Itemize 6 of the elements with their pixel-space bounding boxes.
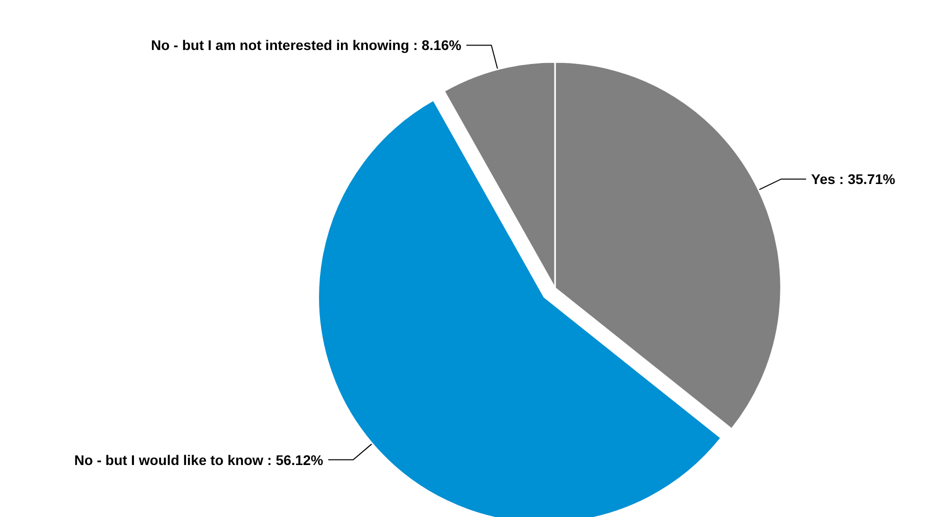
slice-label: No - but I am not interested in knowing (150, 37, 410, 54)
data-label: : 8.16% (413, 37, 462, 54)
data-label: : 56.12% (267, 452, 324, 468)
data-label: : 35.71% (839, 171, 896, 188)
slice-label: Yes (811, 171, 836, 188)
slice-label: No - but I would like to know (74, 452, 264, 468)
